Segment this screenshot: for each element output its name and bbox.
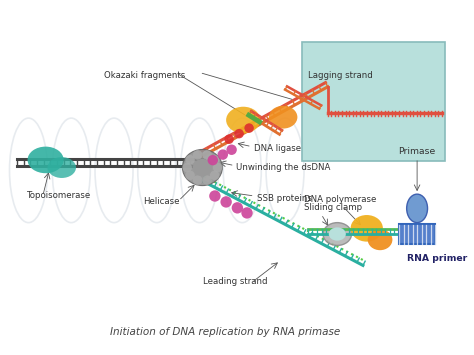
Text: Lagging strand: Lagging strand (308, 71, 373, 80)
Ellipse shape (323, 223, 352, 245)
Circle shape (182, 163, 192, 172)
Ellipse shape (27, 147, 64, 173)
Ellipse shape (407, 194, 428, 223)
Text: RNA primer: RNA primer (407, 254, 467, 263)
Circle shape (202, 150, 212, 160)
Circle shape (185, 171, 195, 180)
Circle shape (193, 150, 202, 160)
Ellipse shape (193, 159, 212, 176)
Circle shape (202, 175, 212, 185)
Circle shape (209, 190, 220, 202)
Text: Initiation of DNA replication by RNA primase: Initiation of DNA replication by RNA pri… (110, 327, 340, 337)
Text: Okazaki fragments: Okazaki fragments (104, 71, 185, 80)
Ellipse shape (351, 215, 383, 242)
Circle shape (220, 196, 232, 208)
Circle shape (245, 123, 254, 133)
Text: DNA polymerase: DNA polymerase (304, 195, 376, 204)
Ellipse shape (368, 229, 392, 250)
Circle shape (213, 163, 222, 172)
Text: Sliding clamp: Sliding clamp (304, 203, 362, 212)
Text: DNA ligase: DNA ligase (254, 144, 301, 153)
Text: Helicase: Helicase (143, 197, 180, 206)
Circle shape (210, 155, 219, 164)
Circle shape (241, 207, 253, 219)
Ellipse shape (269, 106, 297, 129)
FancyBboxPatch shape (399, 224, 435, 245)
Text: Primase: Primase (399, 147, 436, 156)
Circle shape (185, 155, 195, 164)
Ellipse shape (47, 157, 76, 178)
Text: SSB proteins: SSB proteins (256, 195, 311, 203)
Circle shape (232, 202, 243, 214)
Circle shape (227, 144, 237, 155)
FancyBboxPatch shape (302, 42, 445, 161)
Ellipse shape (329, 228, 346, 241)
Text: Topoisomerase: Topoisomerase (27, 191, 91, 200)
Circle shape (193, 175, 202, 185)
Ellipse shape (226, 107, 260, 133)
Circle shape (208, 155, 218, 165)
Circle shape (218, 149, 228, 160)
Circle shape (210, 171, 219, 180)
Text: Leading strand: Leading strand (203, 277, 268, 286)
Circle shape (224, 135, 234, 144)
Text: Unwinding the dsDNA: Unwinding the dsDNA (236, 163, 330, 172)
Ellipse shape (182, 149, 222, 186)
Circle shape (234, 129, 244, 138)
